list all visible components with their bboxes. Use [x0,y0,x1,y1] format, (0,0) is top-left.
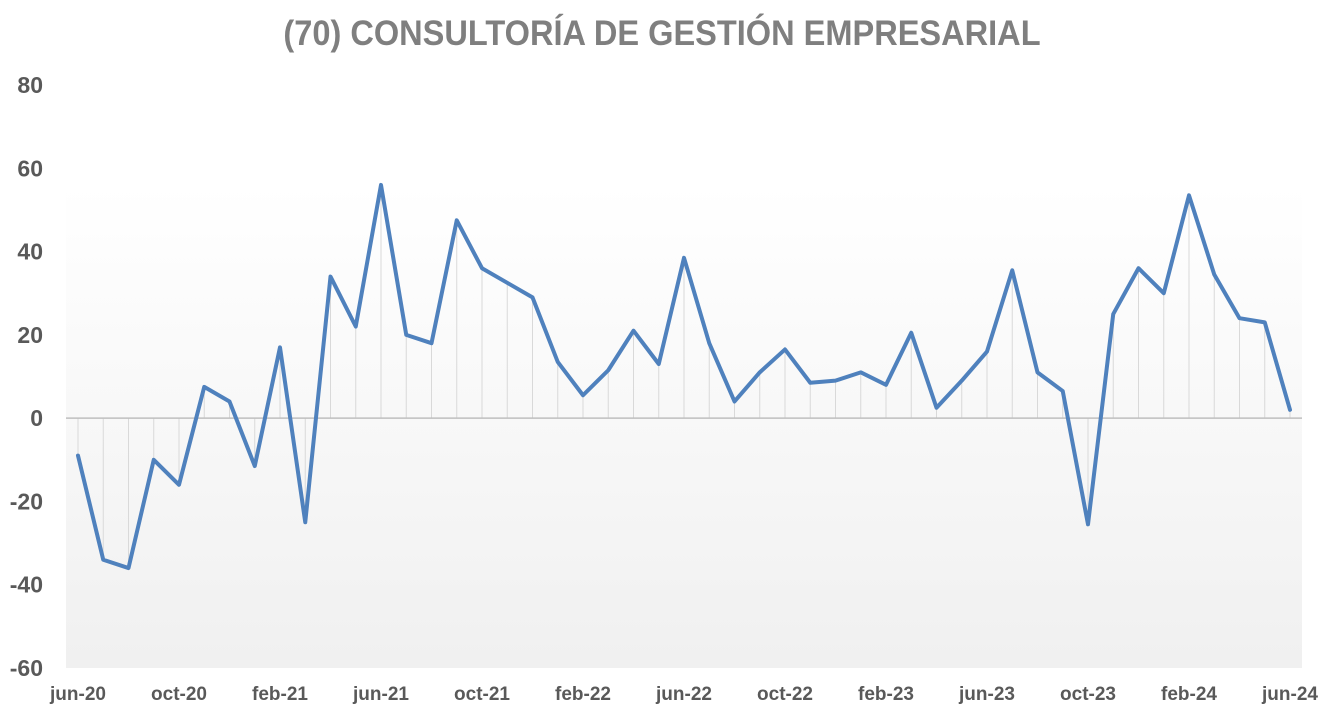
y-tick-label: -40 [10,572,43,598]
x-tick-label: feb-22 [555,684,611,705]
x-tick-label: jun-24 [1261,684,1318,705]
x-tick-label: jun-23 [958,684,1015,705]
y-tick-label: 80 [17,72,43,98]
x-tick-label: oct-21 [454,684,510,705]
series-line [76,182,1292,571]
y-tick-label: 20 [17,322,43,348]
x-tick-label: oct-22 [757,684,813,705]
y-axis: 80 60 40 20 0 -20 -40 -60 [10,72,43,681]
chart-title: (70) CONSULTORÍA DE GESTIÓN EMPRESARIAL [283,14,1041,53]
y-tick-label: 0 [30,405,43,431]
x-tick-label: jun-22 [655,684,712,705]
y-tick-label: 40 [17,239,43,265]
drop-lines [77,184,1291,569]
x-tick-label: oct-23 [1060,684,1116,705]
x-tick-label: feb-21 [252,684,308,705]
x-tick-label: feb-24 [1161,684,1217,705]
x-axis: jun-20 oct-20 feb-21 jun-21 oct-21 feb-22 jun-… [49,684,1318,705]
x-tick-label: feb-23 [858,684,914,705]
x-tick-label: oct-20 [151,684,207,705]
x-tick-label: jun-20 [49,684,106,705]
y-tick-label: -60 [10,655,43,681]
y-tick-label: -20 [10,488,43,514]
y-tick-label: 60 [17,155,43,181]
x-tick-label: jun-21 [352,684,409,705]
